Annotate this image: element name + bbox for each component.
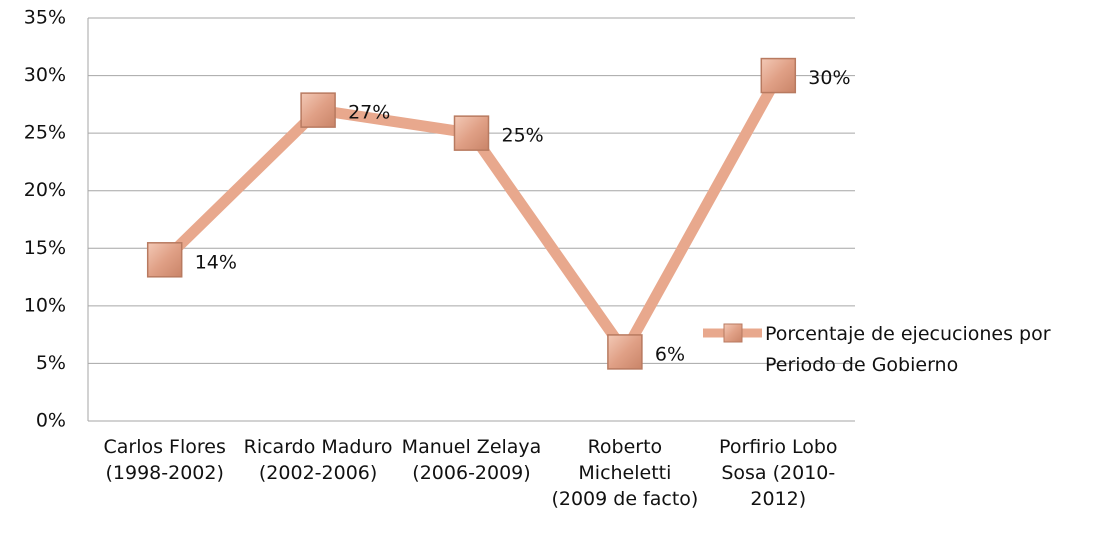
- marker: [453, 115, 490, 151]
- data-label: 25%: [502, 125, 544, 147]
- marker: [146, 242, 183, 278]
- data-label: 14%: [195, 251, 237, 273]
- data-label: 27%: [348, 102, 390, 124]
- marker: [300, 92, 336, 128]
- marker: [607, 334, 643, 370]
- x-tick-label: Ricardo Maduro (2002-2006): [243, 436, 393, 484]
- y-tick-label: 25%: [24, 122, 66, 144]
- legend-marker: [723, 323, 743, 343]
- y-tick-label: 0%: [36, 410, 66, 432]
- marker: [760, 57, 797, 94]
- y-tick-label: 10%: [24, 294, 66, 316]
- y-tick-label: 20%: [24, 179, 66, 201]
- x-tick-label: Manuel Zelaya (2006-2009): [401, 436, 542, 484]
- legend-label: Porcentaje de ejecuciones por Periodo de…: [765, 323, 1051, 376]
- data-label: 6%: [655, 343, 685, 365]
- data-label: 30%: [808, 67, 850, 89]
- y-tick-label: 15%: [24, 237, 66, 259]
- y-tick-label: 30%: [24, 64, 66, 86]
- x-tick-label: Carlos Flores (1998-2002): [103, 436, 226, 484]
- y-tick-label: 5%: [36, 352, 66, 374]
- x-tick-label: Porfirio Lobo Sosa (2010-2012): [719, 436, 838, 510]
- x-tick-label: Roberto Micheletti (2009 de facto): [551, 436, 699, 510]
- y-tick-label: 35%: [24, 7, 66, 29]
